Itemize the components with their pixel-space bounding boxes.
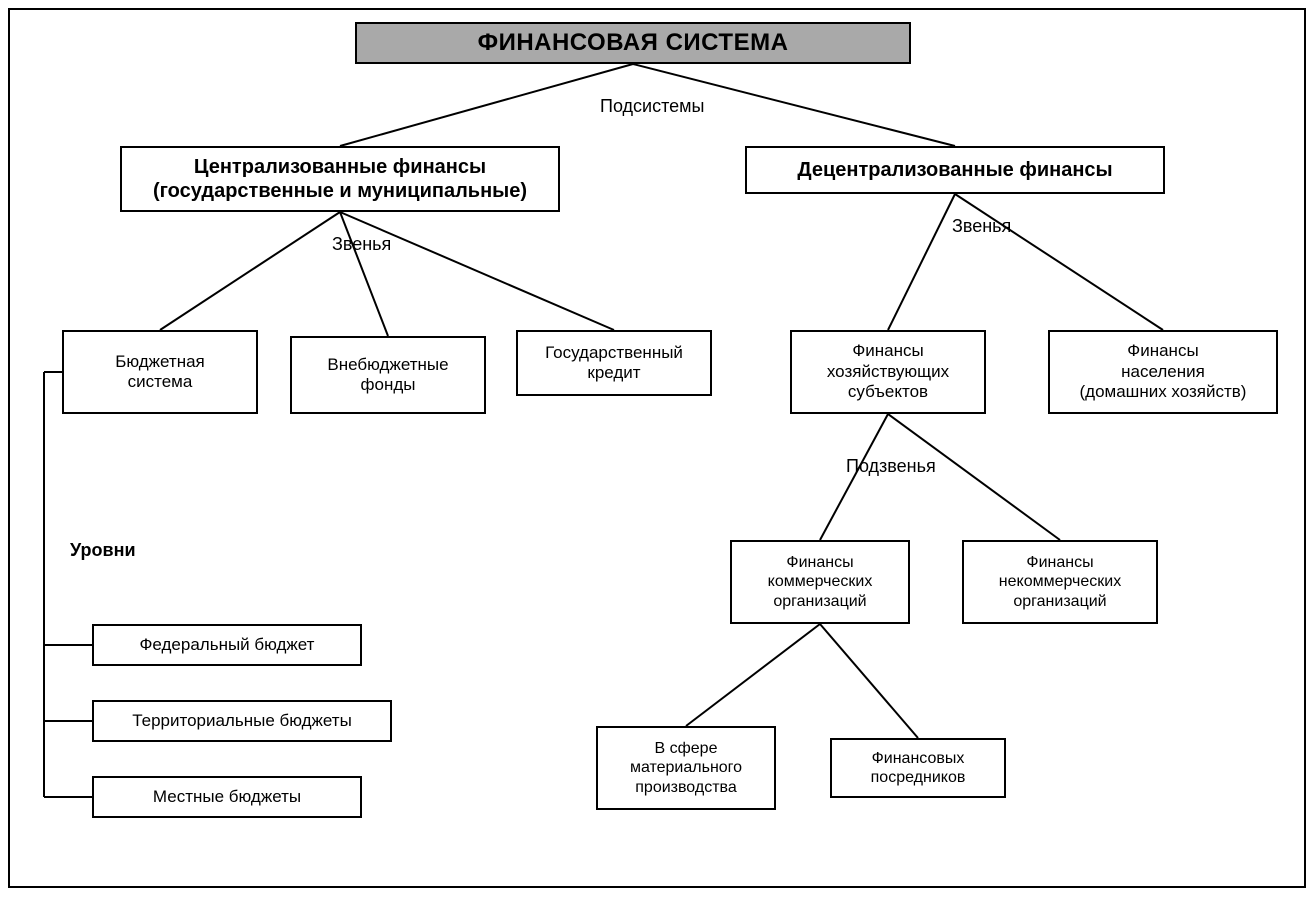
diagram-canvas: ФИНАНСОВАЯ СИСТЕМА Централизованные фина…	[0, 0, 1314, 906]
node-centralized-text: Централизованные финансы (государственны…	[153, 155, 527, 203]
node-financial-intermediaries: Финансовых посредников	[830, 738, 1006, 798]
node-budget-system: Бюджетная система	[62, 330, 258, 414]
node-local-budgets: Местные бюджеты	[92, 776, 362, 818]
label-subsystems: Подсистемы	[600, 96, 704, 117]
node-commercial-org-finance: Финансы коммерческих организаций	[730, 540, 910, 624]
label-sublinks: Подзвенья	[846, 456, 936, 477]
node-material-production: В сфере материального производства	[596, 726, 776, 810]
node-centralized-finance: Централизованные финансы (государственны…	[120, 146, 560, 212]
node-territorial-budgets: Территориальные бюджеты	[92, 700, 392, 742]
node-federal-budget: Федеральный бюджет	[92, 624, 362, 666]
node-noncommercial-org-finance: Финансы некоммерческих организаций	[962, 540, 1158, 624]
node-decentralized-finance: Децентрализованные финансы	[745, 146, 1165, 194]
node-root-text: ФИНАНСОВАЯ СИСТЕМА	[478, 29, 789, 58]
node-government-credit: Государственный кредит	[516, 330, 712, 396]
node-business-entities-finance: Финансы хозяйствующих субъектов	[790, 330, 986, 414]
node-extrabudget-funds: Внебюджетные фонды	[290, 336, 486, 414]
label-links-right: Звенья	[952, 216, 1011, 237]
label-links-left: Звенья	[332, 234, 391, 255]
node-population-finance: Финансы населения (домашних хозяйств)	[1048, 330, 1278, 414]
node-root: ФИНАНСОВАЯ СИСТЕМА	[355, 22, 911, 64]
node-decentralized-text: Децентрализованные финансы	[797, 158, 1112, 182]
label-levels: Уровни	[70, 540, 136, 561]
